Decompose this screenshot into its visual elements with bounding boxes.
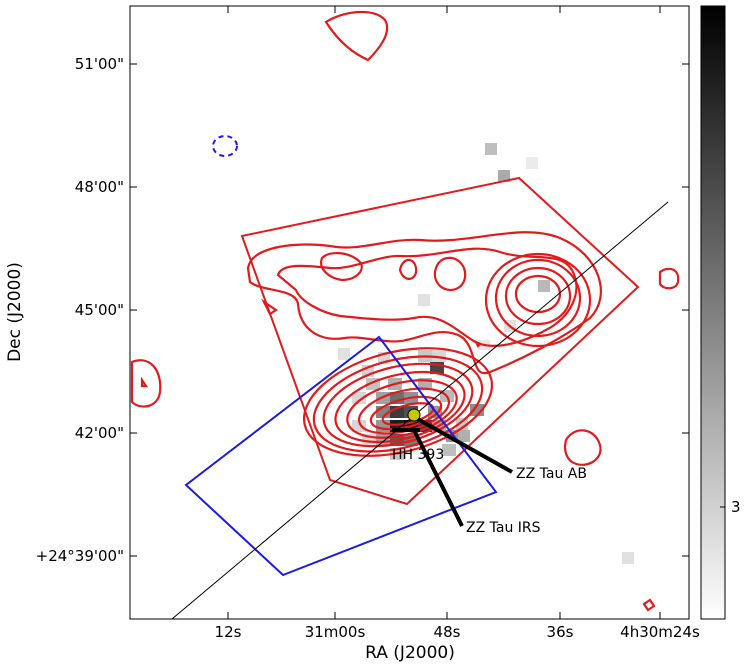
intensity-pixel (418, 294, 430, 306)
y-tick-label: 45'00" (75, 301, 124, 319)
contour-level (473, 339, 482, 348)
contour-lines (130, 10, 680, 612)
y-tick-label: +24°39'00" (36, 547, 124, 565)
contour-level (322, 362, 474, 448)
x-axis-ticks: 12s 31m00s 48s 36s 4h30m24s (215, 6, 700, 641)
intensity-pixel (376, 434, 390, 446)
intensity-pixel (458, 430, 470, 442)
intensity-pixel (622, 552, 634, 564)
annotation-label: ZZ Tau IRS (466, 520, 541, 536)
contour-level (564, 429, 602, 466)
blue-footprint (184, 335, 498, 577)
y-tick-label: 51'00" (75, 55, 124, 73)
contour-level (484, 252, 592, 348)
y-axis-ticks: 51'00" 48'00" 45'00" 42'00" +24°39'00" (36, 55, 689, 565)
contour-level (130, 359, 162, 408)
overlay-shapes (171, 176, 669, 620)
contour-level (433, 256, 467, 292)
annotations: ZZ Tau AB ZZ Tau IRS HH 393 (392, 408, 587, 536)
colorbar-gradient (700, 5, 726, 620)
x-axis-title: RA (J2000) (365, 643, 455, 663)
x-tick-label: 31m00s (305, 623, 366, 641)
contour-level (346, 379, 458, 439)
contour-level (320, 252, 363, 282)
contour-level (334, 370, 466, 444)
contour-level (302, 347, 494, 457)
contour-level (494, 258, 582, 338)
contour-level (514, 274, 562, 314)
x-tick-label: 12s (215, 623, 242, 641)
intensity-pixel (352, 420, 366, 432)
y-axis-title: Dec (J2000) (5, 262, 25, 362)
plot-area: ZZ Tau AB ZZ Tau IRS HH 393 (129, 5, 690, 620)
contour-level (504, 266, 572, 326)
negative-contour (212, 135, 238, 157)
colorbar-tick-label: 3 (731, 498, 741, 516)
contour-level (312, 355, 484, 453)
intensity-pixel (498, 170, 510, 182)
contour-level (658, 267, 680, 290)
intensity-pixel (352, 392, 366, 404)
red-footprint (240, 176, 640, 506)
x-tick-label: 4h30m24s (620, 623, 700, 641)
colorbar: 3 (700, 5, 741, 620)
intensity-pixel (526, 157, 538, 169)
contour-level (276, 247, 578, 347)
annotation-label: ZZ Tau AB (516, 466, 587, 482)
contour-level (642, 598, 656, 612)
contour-level (398, 258, 418, 280)
star-marker (407, 408, 421, 422)
contour-level (246, 231, 602, 375)
contour-level (140, 376, 149, 388)
annotation-label: HH 393 (392, 447, 444, 463)
x-tick-label: 36s (547, 623, 574, 641)
annotation-pointer (413, 415, 513, 474)
contour-level (369, 395, 443, 431)
annotation-pointer (412, 429, 464, 527)
intensity-pixel (338, 348, 350, 360)
contour-level (324, 10, 389, 62)
y-tick-label: 42'00" (75, 424, 124, 442)
plot-frame (129, 5, 690, 620)
intensity-pixel (538, 280, 550, 292)
intensity-pixel (485, 143, 497, 155)
slit-line (171, 201, 669, 620)
intensity-pixel (432, 350, 446, 362)
y-tick-label: 48'00" (75, 178, 124, 196)
intensity-pixel (442, 444, 456, 456)
x-tick-label: 48s (434, 623, 461, 641)
